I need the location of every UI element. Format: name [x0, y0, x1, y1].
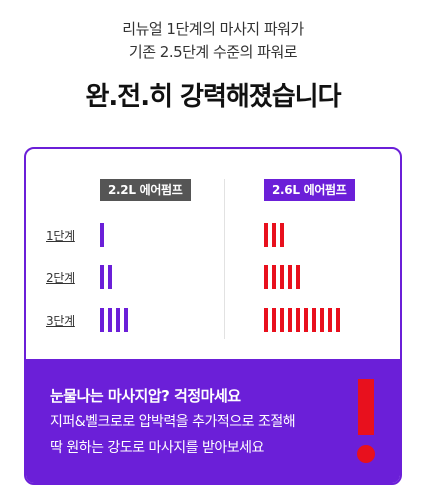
intensity-bar — [280, 223, 284, 247]
intensity-bar — [264, 265, 268, 289]
notice-line-2: 딱 원하는 강도로 마사지를 받아보세요 — [50, 440, 264, 456]
notice-panel: 눈물나는 마사지압? 걱정마세요 지퍼&벨크로로 압박력을 추가적으로 조절해 … — [26, 359, 400, 483]
intro-text: 리뉴얼 1단계의 마사지 파워가 기존 2.5단계 수준의 파워로 — [0, 18, 426, 64]
exclamation-icon — [358, 379, 374, 435]
intensity-bar — [288, 265, 292, 289]
intro-line-2: 기존 2.5단계 수준의 파워로 — [128, 43, 298, 61]
intensity-bar — [100, 265, 104, 289]
intensity-bar — [280, 265, 284, 289]
new-pump-bars-level-2 — [264, 265, 300, 289]
intensity-bar — [312, 308, 316, 332]
new-pump-bars-level-1 — [264, 223, 284, 247]
column-divider — [224, 179, 225, 339]
level-label-2: 2단계 — [46, 271, 75, 285]
intensity-bar — [108, 308, 112, 332]
intensity-bar — [108, 265, 112, 289]
comparison-card: 2.2L 에어펌프 2.6L 에어펌프 1단계 2단계 3단계 눈물나는 마사지… — [24, 147, 402, 485]
headline: 완.전.히 강력해졌습니다 — [85, 82, 341, 112]
new-pump-bars-level-3 — [264, 308, 340, 332]
old-pump-badge: 2.2L 에어펌프 — [100, 179, 191, 201]
level-label-1: 1단계 — [46, 229, 75, 243]
exclamation-dot-icon — [357, 445, 375, 463]
notice-title: 눈물나는 마사지압? 걱정마세요 — [50, 387, 241, 405]
intensity-bar — [272, 265, 276, 289]
intensity-bar — [296, 308, 300, 332]
old-pump-bars-level-2 — [100, 265, 112, 289]
intensity-bar — [272, 308, 276, 332]
intensity-bar — [264, 308, 268, 332]
intensity-bar — [272, 223, 276, 247]
old-pump-bars-level-3 — [100, 308, 128, 332]
intro-line-1: 리뉴얼 1단계의 마사지 파워가 — [122, 20, 304, 38]
intensity-bar — [264, 223, 268, 247]
level-label-3: 3단계 — [46, 314, 75, 328]
new-pump-badge: 2.6L 에어펌프 — [264, 179, 355, 201]
intensity-bar — [296, 265, 300, 289]
old-pump-bars-level-1 — [100, 223, 104, 247]
intensity-bar — [280, 308, 284, 332]
intensity-bar — [100, 223, 104, 247]
intensity-bar — [100, 308, 104, 332]
intensity-bar — [320, 308, 324, 332]
intensity-bar — [124, 308, 128, 332]
intensity-bar — [328, 308, 332, 332]
intensity-bar — [304, 308, 308, 332]
intensity-bar — [336, 308, 340, 332]
intensity-bar — [116, 308, 120, 332]
notice-line-1: 지퍼&벨크로로 압박력을 추가적으로 조절해 — [50, 414, 296, 430]
pump-comparison: 2.2L 에어펌프 2.6L 에어펌프 1단계 2단계 3단계 — [26, 149, 400, 359]
intensity-bar — [288, 308, 292, 332]
